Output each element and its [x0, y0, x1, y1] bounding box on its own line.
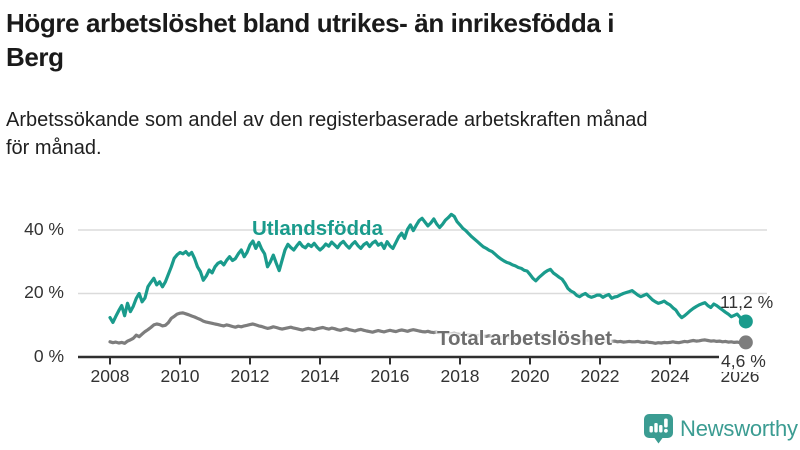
- end-dot-0: [738, 314, 753, 329]
- series-line-1: [108, 311, 748, 345]
- bar-chart-speech-bubble-icon: [644, 414, 673, 444]
- x-axis-label-2024: 2024: [650, 366, 690, 386]
- page-title: Högre arbetslöshet bland utrikes- än inr…: [6, 6, 766, 74]
- end-value-utlandsfodda: 11,2 %: [720, 292, 774, 312]
- end-value-total: 4,6 %: [719, 351, 768, 372]
- x-axis-label-2018: 2018: [440, 366, 480, 386]
- x-axis-label-2016: 2016: [370, 366, 410, 386]
- y-axis-label-0: 0 %: [33, 346, 64, 366]
- x-axis-label-2010: 2010: [160, 366, 200, 386]
- x-axis-label-2012: 2012: [230, 366, 270, 386]
- y-axis-label-40: 40 %: [24, 219, 64, 239]
- y-axis-label-20: 20 %: [24, 282, 64, 302]
- x-axis-label-2022: 2022: [580, 366, 620, 386]
- title-line-2: Berg: [6, 42, 64, 72]
- series-line-0: [108, 212, 748, 324]
- title-line-1: Högre arbetslöshet bland utrikes- än inr…: [6, 8, 615, 38]
- subtitle-line-1: Arbetssökande som andel av den registerb…: [6, 109, 648, 131]
- chart-subtitle: Arbetssökande som andel av den registerb…: [6, 106, 776, 162]
- brand-name: Newsworthy: [680, 416, 798, 441]
- end-dot-1: [738, 335, 753, 350]
- subtitle-line-2: för månad.: [6, 137, 102, 159]
- x-axis-label-2014: 2014: [300, 366, 340, 386]
- x-axis-label-2020: 2020: [510, 366, 550, 386]
- newsworthy-brand: Newsworthy: [644, 414, 798, 444]
- x-axis-label-2008: 2008: [90, 366, 130, 386]
- series-label-total-arbetsloshet: Total arbetslöshet: [437, 327, 613, 350]
- series-label-utlandsfodda: Utlandsfödda: [252, 217, 383, 240]
